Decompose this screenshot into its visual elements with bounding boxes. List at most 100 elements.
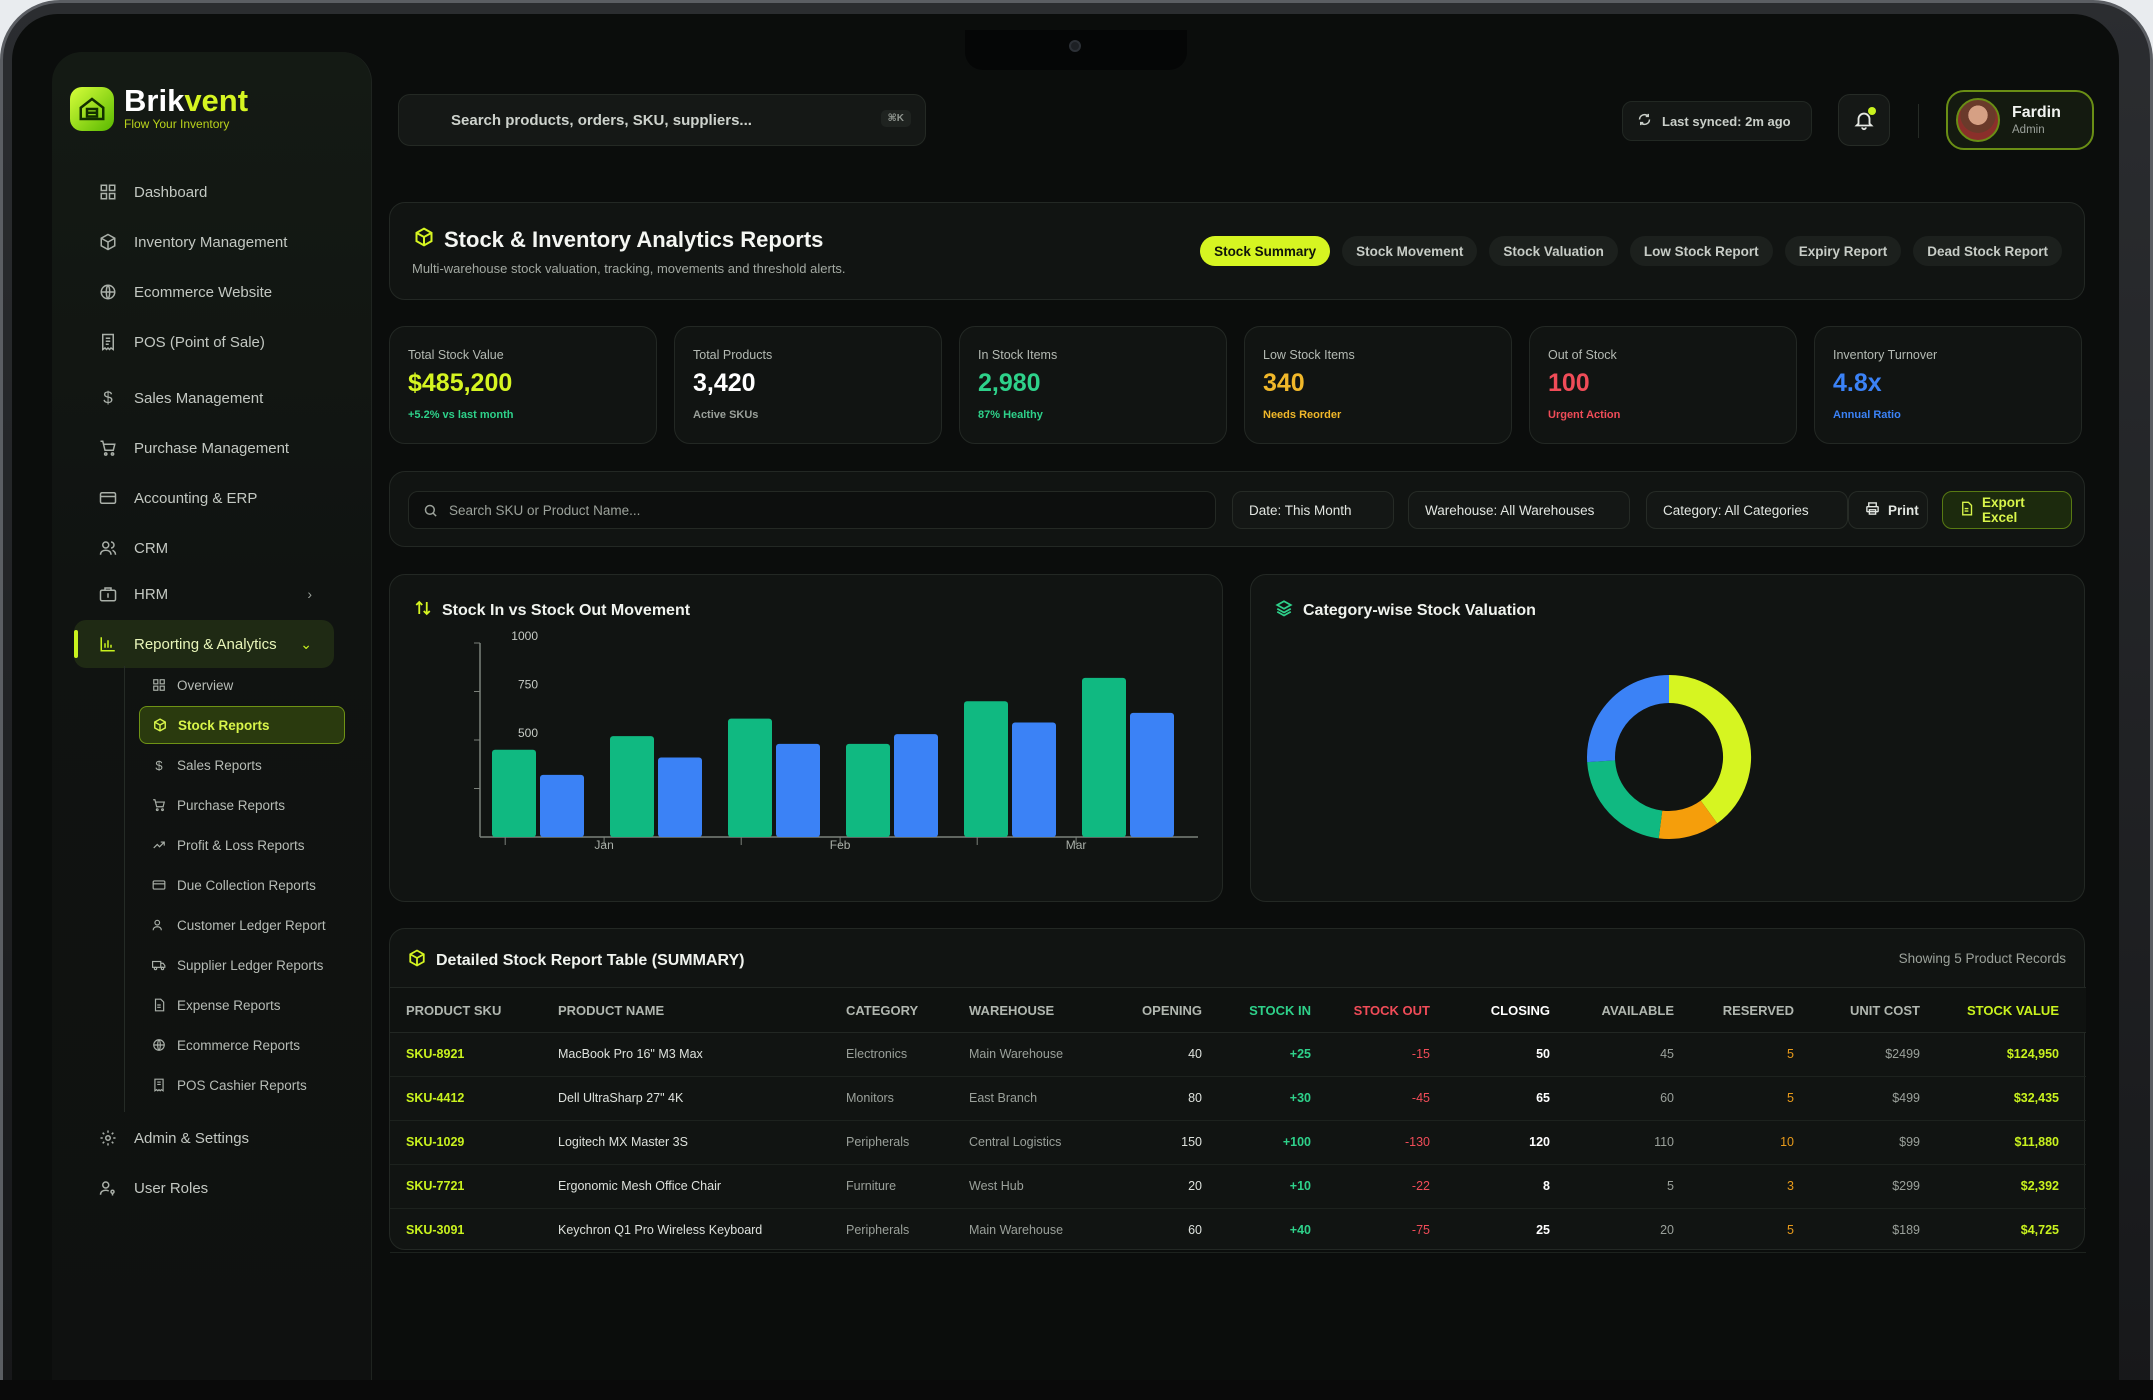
sub-item-stock-reports[interactable]: Stock Reports	[139, 706, 345, 744]
x-tick-label: Jan	[594, 838, 613, 852]
sidebar-item-pos[interactable]: POS (Point of Sale)	[74, 318, 334, 366]
sidebar-item-dashboard[interactable]: Dashboard	[74, 168, 334, 216]
table-cell: $299	[1892, 1179, 1920, 1193]
sub-item-ecommerce-reports[interactable]: Ecommerce Reports	[139, 1026, 345, 1064]
sidebar-item-crm[interactable]: CRM	[74, 524, 334, 572]
print-button[interactable]: Print	[1848, 491, 1928, 529]
kpi-label: Out of Stock	[1548, 348, 1617, 362]
sidebar-item-user-roles[interactable]: User Roles	[74, 1164, 334, 1212]
kpi-card[interactable]: Inventory Turnover 4.8x Annual Ratio	[1814, 326, 2082, 444]
table-row[interactable]: SKU-3091 Keychron Q1 Pro Wireless Keyboar…	[390, 1209, 2086, 1253]
category-filter[interactable]: Category: All Categories	[1646, 491, 1848, 529]
shortcut-hint: ⌘K	[880, 110, 911, 127]
sidebar-item-inventory[interactable]: Inventory Management	[74, 218, 334, 266]
table-cell: 40	[1188, 1047, 1202, 1061]
warehouse-filter-label: Warehouse: All Warehouses	[1425, 502, 1595, 518]
column-header[interactable]: PRODUCT SKU	[406, 1003, 502, 1018]
kpi-note: 87% Healthy	[978, 409, 1043, 421]
sub-item-pos-cashier[interactable]: POS Cashier Reports	[139, 1066, 345, 1104]
tab-expiry[interactable]: Expiry Report	[1784, 236, 1902, 266]
column-header[interactable]: CLOSING	[1490, 1003, 1550, 1018]
column-header[interactable]: CATEGORY	[846, 1003, 919, 1018]
sidebar-item-reporting[interactable]: Reporting & Analytics ⌄	[74, 620, 334, 668]
donut-slice-1[interactable]	[1658, 800, 1718, 839]
sidebar-item-ecommerce[interactable]: Ecommerce Website	[74, 268, 334, 316]
column-header[interactable]: STOCK OUT	[1353, 1003, 1430, 1018]
sub-item-supplier-ledger[interactable]: Supplier Ledger Reports	[139, 946, 345, 984]
table-cell[interactable]: SKU-7721	[406, 1179, 465, 1193]
tab-dead-stock[interactable]: Dead Stock Report	[1913, 236, 2062, 266]
table-cell[interactable]: SKU-3091	[406, 1223, 465, 1237]
document-icon	[151, 997, 167, 1013]
dashboard-icon	[98, 182, 118, 202]
kpi-card[interactable]: In Stock Items 2,980 87% Healthy	[959, 326, 1227, 444]
printer-icon	[1865, 501, 1880, 519]
sku-search-placeholder: Search SKU or Product Name...	[449, 502, 641, 518]
sidebar-item-purchase[interactable]: Purchase Management	[74, 424, 334, 472]
sub-item-label: POS Cashier Reports	[177, 1077, 307, 1093]
table-row[interactable]: SKU-8921 MacBook Pro 16" M3 Max Electronic…	[390, 1033, 2086, 1077]
sync-status[interactable]: Last synced: 2m ago	[1622, 101, 1812, 141]
sidebar-item-label: Dashboard	[134, 183, 208, 201]
sub-item-expense-reports[interactable]: Expense Reports	[139, 986, 345, 1024]
kpi-card[interactable]: Low Stock Items 340 Needs Reorder	[1244, 326, 1512, 444]
tab-stock-valuation[interactable]: Stock Valuation	[1489, 236, 1618, 266]
kpi-note: Needs Reorder	[1263, 409, 1342, 421]
donut-slice-0[interactable]	[1668, 675, 1751, 824]
column-header[interactable]: UNIT COST	[1849, 1003, 1920, 1018]
camera-notch	[965, 30, 1187, 70]
page-subtitle: Multi-warehouse stock valuation, trackin…	[412, 261, 846, 276]
date-filter-label: Date: This Month	[1249, 502, 1352, 518]
export-excel-button[interactable]: Export Excel	[1942, 491, 2072, 529]
kpi-card[interactable]: Out of Stock 100 Urgent Action	[1529, 326, 1797, 444]
brand-logo[interactable]: Brikvent Flow Your Inventory	[70, 85, 248, 131]
table-cell: 65	[1536, 1091, 1550, 1105]
tab-low-stock[interactable]: Low Stock Report	[1629, 236, 1773, 266]
sub-item-due-collection[interactable]: Due Collection Reports	[139, 866, 345, 904]
notifications-button[interactable]	[1838, 94, 1890, 146]
sidebar-item-hrm[interactable]: HRM ›	[74, 570, 334, 618]
table-row[interactable]: SKU-7721 Ergonomic Mesh Office Chair Furni…	[390, 1165, 2086, 1209]
sidebar-item-admin-settings[interactable]: Admin & Settings	[74, 1114, 334, 1162]
date-filter[interactable]: Date: This Month	[1232, 491, 1394, 529]
donut-slice-3[interactable]	[1587, 675, 1670, 763]
print-label: Print	[1888, 502, 1919, 518]
table-row[interactable]: SKU-4412 Dell UltraSharp 27" 4K Monitors Ea…	[390, 1077, 2086, 1121]
sidebar-item-label: Ecommerce Website	[134, 283, 273, 301]
warehouse-filter[interactable]: Warehouse: All Warehouses	[1408, 491, 1630, 529]
card-icon	[98, 488, 118, 508]
global-search-input[interactable]: Search products, orders, SKU, suppliers.…	[398, 94, 926, 146]
table-cell[interactable]: SKU-8921	[406, 1047, 465, 1061]
kpi-card[interactable]: Total Stock Value $485,200 +5.2% vs last m…	[389, 326, 657, 444]
table-cell: 5	[1787, 1047, 1794, 1061]
table-cell: Furniture	[846, 1179, 897, 1193]
chart-title: Category-wise Stock Valuation	[1303, 601, 1536, 619]
column-header[interactable]: STOCK IN	[1249, 1003, 1311, 1018]
table-cell: 3	[1787, 1179, 1794, 1193]
tab-stock-movement[interactable]: Stock Movement	[1342, 236, 1478, 266]
sidebar-item-accounting[interactable]: Accounting & ERP	[74, 474, 334, 522]
sub-item-overview[interactable]: Overview	[139, 666, 345, 704]
table-cell[interactable]: SKU-4412	[406, 1091, 465, 1105]
sub-item-pnl-reports[interactable]: Profit & Loss Reports	[139, 826, 345, 864]
column-header[interactable]: RESERVED	[1722, 1003, 1794, 1018]
briefcase-icon	[98, 584, 118, 604]
table-cell[interactable]: SKU-1029	[406, 1135, 465, 1149]
column-header[interactable]: AVAILABLE	[1601, 1003, 1674, 1018]
sidebar-item-label: CRM	[134, 539, 169, 557]
column-header[interactable]: OPENING	[1142, 1003, 1202, 1018]
kpi-card[interactable]: Total Products 3,420 Active SKUs	[674, 326, 942, 444]
donut-slice-2[interactable]	[1587, 759, 1663, 839]
table-row[interactable]: SKU-1029 Logitech MX Master 3S Peripherals…	[390, 1121, 2086, 1165]
column-header[interactable]: STOCK VALUE	[1967, 1003, 2059, 1018]
column-header[interactable]: PRODUCT NAME	[558, 1003, 665, 1018]
sku-search-input[interactable]: Search SKU or Product Name...	[408, 491, 1216, 529]
user-profile-button[interactable]: Fardin Admin	[1946, 90, 2094, 150]
sidebar-item-sales[interactable]: $ Sales Management	[74, 374, 334, 422]
sub-item-sales-reports[interactable]: $ Sales Reports	[139, 746, 345, 784]
sub-item-customer-ledger[interactable]: Customer Ledger Report	[139, 906, 345, 944]
column-header[interactable]: WAREHOUSE	[969, 1003, 1055, 1018]
laptop-base	[0, 1380, 2153, 1400]
sub-item-purchase-reports[interactable]: Purchase Reports	[139, 786, 345, 824]
tab-stock-summary[interactable]: Stock Summary	[1200, 236, 1331, 266]
